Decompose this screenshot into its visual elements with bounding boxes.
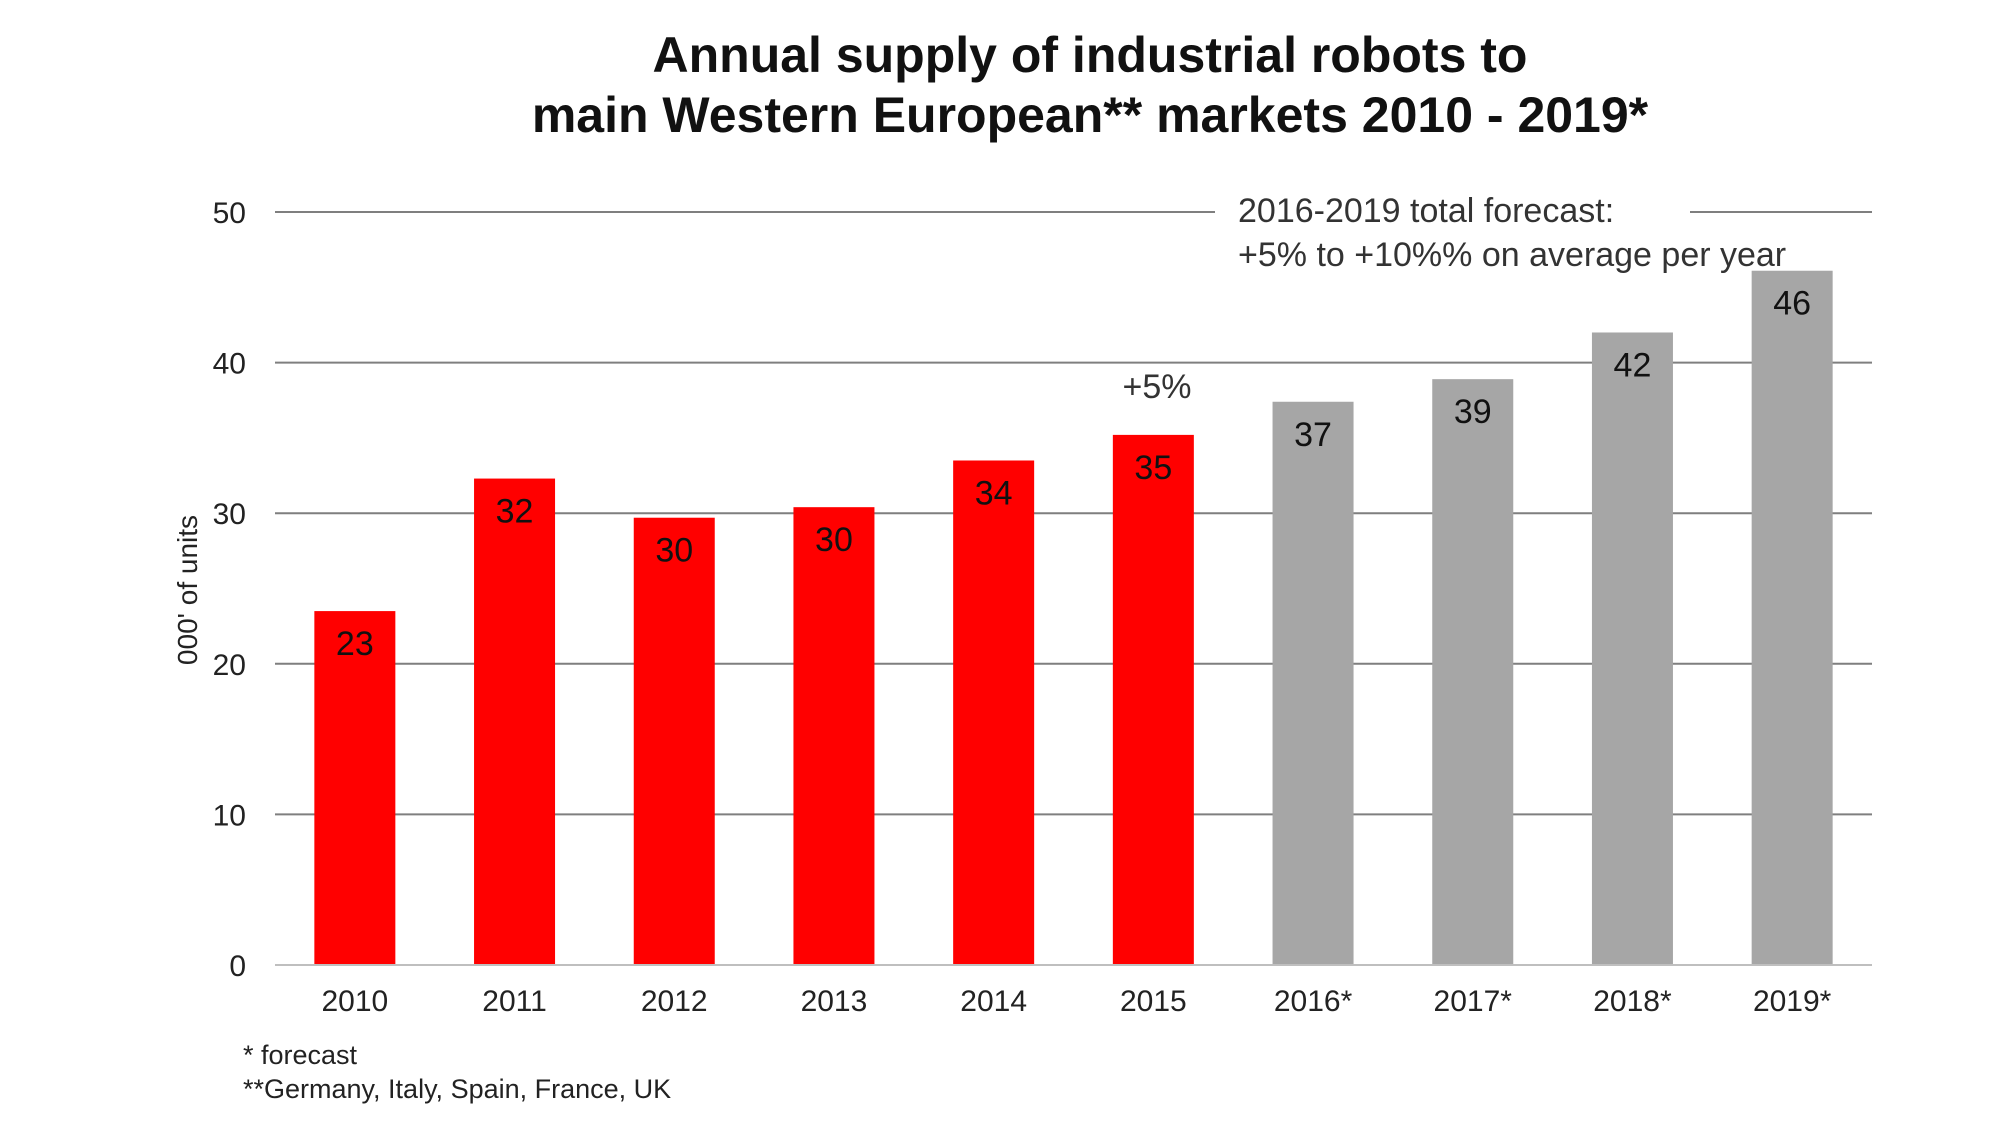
forecast-note-line-2: +5% to +10%% on average per year	[1238, 236, 1786, 274]
x-tick-label: 2016*	[1274, 985, 1353, 1018]
bar	[793, 507, 875, 965]
y-axis-title: 000' of units	[172, 515, 203, 665]
data-labels: 23 32 30 30 34 35 37 39 42 46	[336, 285, 1811, 663]
bar	[314, 611, 396, 965]
bar-value-label: 32	[496, 493, 534, 531]
bar	[1432, 379, 1514, 965]
chart-title-line-1: Annual supply of industrial robots to	[653, 27, 1528, 83]
bar	[1112, 434, 1194, 965]
y-tick-label: 50	[213, 197, 246, 230]
bar-value-label: 34	[975, 474, 1013, 512]
bar-value-label: 46	[1773, 285, 1811, 323]
footnote-countries: **Germany, Italy, Spain, France, UK	[243, 1074, 671, 1104]
bar	[1272, 401, 1354, 966]
y-tick-label: 30	[213, 498, 246, 531]
x-tick-label: 2018*	[1593, 985, 1672, 1018]
bar	[633, 517, 715, 965]
x-tick-label: 2012	[641, 985, 708, 1018]
bar	[1591, 332, 1673, 966]
y-tick-label: 10	[213, 799, 246, 832]
x-tick-label: 2010	[321, 985, 388, 1018]
bar-value-label: 30	[815, 521, 853, 559]
x-tick-label: 2019*	[1753, 985, 1832, 1018]
bar	[953, 460, 1035, 965]
x-tick-label: 2015	[1120, 985, 1187, 1018]
growth-annotation: +5%	[1123, 368, 1192, 406]
bar-value-label: 42	[1614, 346, 1652, 384]
chart-title-line-2: main Western European** markets 2010 - 2…	[532, 87, 1649, 143]
bar-value-label: 37	[1294, 416, 1332, 454]
bar-value-label: 23	[336, 625, 374, 663]
x-tick-label: 2011	[482, 985, 547, 1018]
x-tick-label: 2017*	[1434, 985, 1513, 1018]
bar	[474, 478, 556, 965]
axes: 0 10 20 30 40 50 2010 2011 2012 2013 2014 2015 2016*…	[213, 197, 1872, 1018]
forecast-note-line-1: 2016-2019 total forecast:	[1238, 192, 1614, 230]
x-tick-label: 2013	[801, 985, 868, 1018]
bar-value-label: 39	[1454, 393, 1492, 431]
footnote-forecast: * forecast	[243, 1040, 358, 1070]
x-tick-label: 2014	[960, 985, 1027, 1018]
bar-value-label: 30	[655, 532, 693, 570]
y-tick-label: 20	[213, 649, 246, 682]
bars	[314, 270, 1833, 966]
y-tick-label: 0	[229, 950, 246, 983]
y-tick-label: 40	[213, 348, 246, 381]
bar-value-label: 35	[1134, 449, 1172, 487]
bar	[1751, 270, 1833, 965]
